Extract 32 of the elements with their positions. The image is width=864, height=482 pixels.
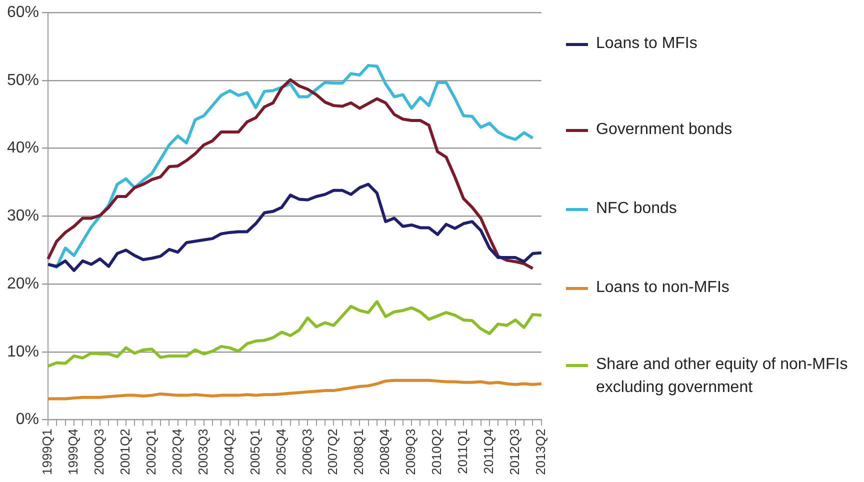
legend-label: Loans to non-MFIs	[596, 278, 730, 298]
x-tick-label: 2002Q1	[143, 428, 158, 476]
y-tick-label: 30%	[6, 208, 40, 225]
x-tick-label: 2008Q1	[351, 428, 366, 476]
y-tick-label: 40%	[6, 140, 40, 157]
legend-label: NFC bonds	[596, 199, 677, 219]
x-tick-label: 2005Q4	[273, 428, 288, 476]
x-tick-label: 2006Q3	[299, 428, 314, 476]
x-tick-label: 2007Q2	[325, 428, 340, 476]
legend-label: Loans to MFIs	[596, 34, 698, 54]
x-tick-label: 2003Q3	[195, 428, 210, 476]
x-tick-label: 2005Q1	[247, 428, 262, 476]
x-tick-label: 2011Q1	[455, 428, 470, 474]
legend-label: Government bonds	[596, 120, 732, 140]
legend-label: Share and other equity of non-MFIs excluding government	[596, 355, 849, 398]
y-tick-label: 60%	[6, 4, 40, 22]
y-tick-label: 0%	[16, 411, 40, 428]
y-tick-label: 20%	[6, 275, 40, 292]
x-tick-label: 2000Q3	[92, 428, 107, 476]
x-tick-label: 2002Q4	[169, 428, 184, 476]
x-tick-label: 2001Q2	[118, 428, 133, 476]
y-tick-label: 10%	[6, 343, 40, 360]
y-tick-label: 50%	[6, 72, 40, 89]
x-tick-label: 2011Q4	[481, 428, 496, 474]
x-tick-label: 1999Q4	[66, 428, 81, 476]
x-tick-label: 2013Q2	[532, 428, 548, 476]
x-tick-label: 2009Q3	[403, 428, 418, 476]
x-tick-label: 2010Q2	[429, 428, 444, 476]
x-tick-label: 2008Q4	[377, 428, 392, 476]
x-tick-label: 2012Q3	[507, 428, 522, 476]
x-tick-label: 2004Q2	[221, 428, 236, 476]
x-tick-label: 1999Q1	[40, 428, 55, 476]
